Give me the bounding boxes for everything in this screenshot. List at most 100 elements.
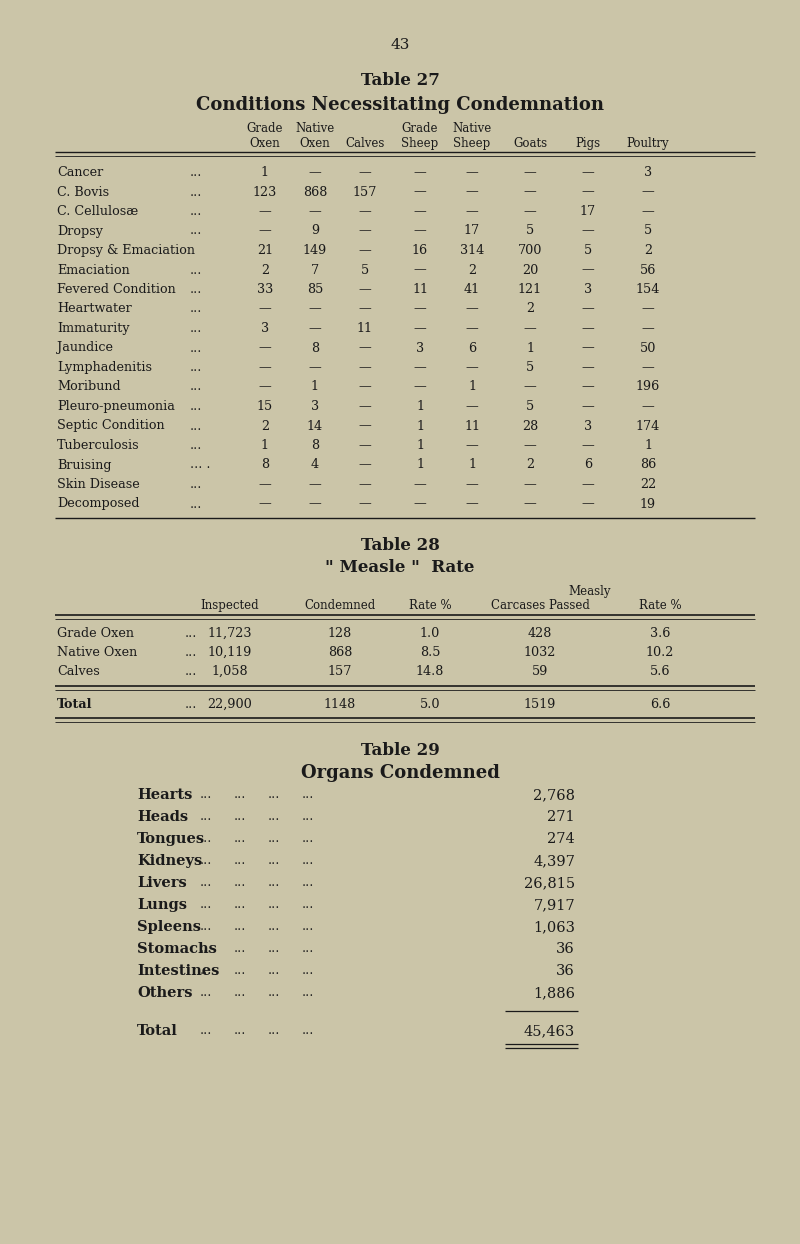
Text: ...: ...: [302, 986, 314, 999]
Text: Grade Oxen: Grade Oxen: [57, 627, 134, 639]
Text: 1: 1: [644, 439, 652, 452]
Text: ...: ...: [268, 942, 280, 955]
Text: ...: ...: [302, 921, 314, 933]
Text: —: —: [358, 244, 371, 258]
Text: —: —: [258, 381, 271, 393]
Text: —: —: [258, 224, 271, 238]
Text: ...: ...: [190, 361, 202, 374]
Text: —: —: [358, 459, 371, 471]
Text: Rate %: Rate %: [638, 600, 682, 612]
Text: Decomposed: Decomposed: [57, 498, 139, 510]
Text: 17: 17: [464, 224, 480, 238]
Text: 3: 3: [416, 342, 424, 355]
Text: 5.0: 5.0: [420, 698, 440, 712]
Text: —: —: [582, 498, 594, 510]
Text: 1: 1: [416, 401, 424, 413]
Text: —: —: [524, 205, 536, 218]
Text: Intestines: Intestines: [137, 964, 219, 978]
Text: Native: Native: [295, 122, 334, 136]
Text: Livers: Livers: [137, 876, 186, 889]
Text: 157: 157: [328, 666, 352, 678]
Text: 196: 196: [636, 381, 660, 393]
Text: 8: 8: [311, 439, 319, 452]
Text: —: —: [642, 185, 654, 199]
Text: 123: 123: [253, 185, 277, 199]
Text: 14.8: 14.8: [416, 666, 444, 678]
Text: 274: 274: [547, 832, 575, 846]
Text: —: —: [309, 361, 322, 374]
Text: 121: 121: [518, 282, 542, 296]
Text: —: —: [258, 205, 271, 218]
Text: Heads: Heads: [137, 810, 188, 824]
Text: —: —: [582, 165, 594, 179]
Text: 2: 2: [644, 244, 652, 258]
Text: Moribund: Moribund: [57, 381, 121, 393]
Text: —: —: [466, 401, 478, 413]
Text: —: —: [524, 185, 536, 199]
Text: 1: 1: [416, 419, 424, 433]
Text: 271: 271: [547, 810, 575, 824]
Text: ...: ...: [234, 964, 246, 977]
Text: —: —: [642, 322, 654, 335]
Text: ...: ...: [200, 986, 212, 999]
Text: 1: 1: [261, 165, 269, 179]
Text: 5: 5: [361, 264, 369, 276]
Text: —: —: [582, 322, 594, 335]
Text: ...: ...: [200, 1024, 212, 1037]
Text: Carcases Passed: Carcases Passed: [490, 600, 590, 612]
Text: ...: ...: [200, 853, 212, 867]
Text: —: —: [414, 264, 426, 276]
Text: Grade: Grade: [246, 122, 283, 136]
Text: ...: ...: [234, 876, 246, 889]
Text: 1: 1: [261, 439, 269, 452]
Text: —: —: [582, 224, 594, 238]
Text: 1,063: 1,063: [533, 921, 575, 934]
Text: Oxen: Oxen: [300, 137, 330, 151]
Text: ...: ...: [190, 381, 202, 393]
Text: 3: 3: [261, 322, 269, 335]
Text: 157: 157: [353, 185, 377, 199]
Text: 6: 6: [468, 342, 476, 355]
Text: —: —: [358, 165, 371, 179]
Text: Native: Native: [452, 122, 492, 136]
Text: ...: ...: [268, 1024, 280, 1037]
Text: —: —: [642, 302, 654, 316]
Text: —: —: [524, 439, 536, 452]
Text: —: —: [414, 322, 426, 335]
Text: Others: Others: [137, 986, 193, 1000]
Text: ...: ...: [190, 302, 202, 316]
Text: Sheep: Sheep: [454, 137, 490, 151]
Text: —: —: [582, 361, 594, 374]
Text: 2: 2: [468, 264, 476, 276]
Text: —: —: [414, 224, 426, 238]
Text: ...: ...: [302, 1024, 314, 1037]
Text: —: —: [524, 498, 536, 510]
Text: 1148: 1148: [324, 698, 356, 712]
Text: —: —: [258, 498, 271, 510]
Text: —: —: [642, 205, 654, 218]
Text: 3: 3: [644, 165, 652, 179]
Text: 1: 1: [416, 459, 424, 471]
Text: 36: 36: [556, 964, 575, 978]
Text: ...: ...: [234, 921, 246, 933]
Text: —: —: [466, 478, 478, 491]
Text: 19: 19: [640, 498, 656, 510]
Text: —: —: [466, 302, 478, 316]
Text: —: —: [358, 478, 371, 491]
Text: —: —: [358, 361, 371, 374]
Text: 3: 3: [584, 419, 592, 433]
Text: ...: ...: [190, 322, 202, 335]
Text: ...: ...: [190, 165, 202, 179]
Text: 11: 11: [412, 282, 428, 296]
Text: Jaundice: Jaundice: [57, 342, 113, 355]
Text: Skin Disease: Skin Disease: [57, 478, 140, 491]
Text: Inspected: Inspected: [201, 600, 259, 612]
Text: 10,119: 10,119: [208, 646, 252, 659]
Text: ...: ...: [302, 832, 314, 845]
Text: 5: 5: [644, 224, 652, 238]
Text: 1,886: 1,886: [533, 986, 575, 1000]
Text: 868: 868: [303, 185, 327, 199]
Text: Pigs: Pigs: [575, 137, 601, 151]
Text: Organs Condemned: Organs Condemned: [301, 764, 499, 782]
Text: —: —: [358, 205, 371, 218]
